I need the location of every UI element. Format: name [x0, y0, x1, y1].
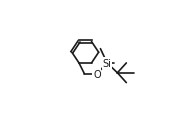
Text: O: O — [93, 69, 101, 79]
Text: Si: Si — [103, 58, 112, 68]
